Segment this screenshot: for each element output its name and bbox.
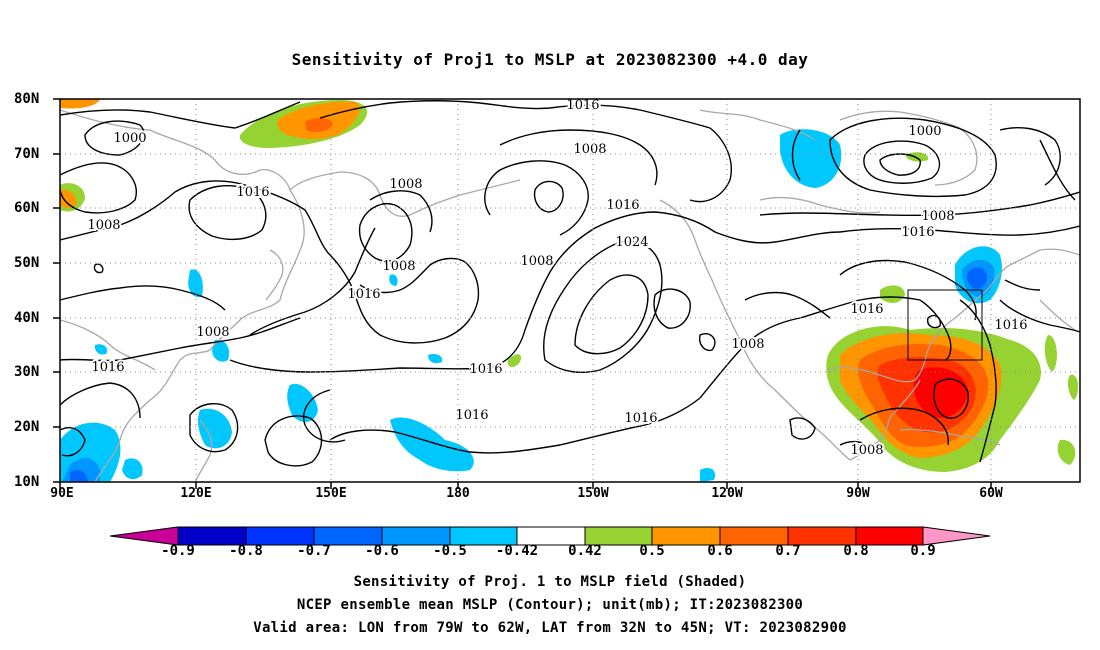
lon-label-150e: 150E — [315, 486, 347, 501]
map-title: Sensitivity of Proj1 to MSLP at 20230823… — [291, 50, 809, 69]
footer-line-2: NCEP ensemble mean MSLP (Contour); unit(… — [296, 597, 804, 613]
lat-label-10n: 10N — [14, 474, 40, 490]
colorbar-label: 0.42 — [568, 543, 602, 559]
contour-label: 1016 — [455, 408, 488, 423]
colorbar-label: -0.42 — [495, 543, 539, 559]
colorbar-label: 0.8 — [843, 543, 869, 559]
contour-label: 1000 — [113, 131, 146, 146]
colorbar-label: -0.5 — [433, 543, 467, 559]
contour-label: 1008 — [921, 209, 954, 224]
lon-label-90e: 90E — [50, 486, 74, 501]
lon-label-180: 180 — [446, 486, 470, 501]
mslp-contours — [60, 100, 1080, 467]
contour-label: 1008 — [731, 337, 764, 352]
lon-label-150w: 150W — [577, 486, 609, 501]
contour-label: 1008 — [520, 254, 553, 269]
lat-label-40n: 40N — [14, 310, 40, 326]
colorbar-label: -0.9 — [161, 543, 195, 559]
contour-label: 1008 — [850, 443, 883, 458]
lon-label-120e: 120E — [180, 486, 212, 501]
contour-label: 1016 — [606, 198, 639, 213]
contour-labels: 1016 1000 1008 1016 1008 1008 1016 1024 … — [85, 96, 1029, 460]
lat-label-20n: 20N — [14, 419, 40, 435]
contour-label: 1024 — [615, 235, 648, 250]
contour-label: 1016 — [91, 360, 124, 375]
contour-label: 1000 — [908, 124, 941, 139]
lat-label-60n: 60N — [14, 200, 40, 216]
contour-label: 1016 — [994, 318, 1027, 333]
lat-label-30n: 30N — [14, 364, 40, 380]
valid-area-box — [907, 289, 983, 361]
colorbar-label: -0.6 — [365, 543, 399, 559]
coastlines — [60, 109, 1080, 482]
contour-label: 1008 — [196, 325, 229, 340]
lat-label-50n: 50N — [14, 255, 40, 271]
contour-label: 1016 — [624, 411, 657, 426]
lat-label-70n: 70N — [14, 146, 40, 162]
contour-label: 1016 — [347, 287, 380, 302]
lat-label-80n: 80N — [14, 91, 40, 107]
colorbar-label: 0.5 — [639, 543, 665, 559]
colorbar-label: -0.7 — [297, 543, 331, 559]
contour-label: 1016 — [901, 225, 934, 240]
lon-label-60w: 60W — [979, 486, 1003, 501]
lon-label-90w: 90W — [846, 486, 870, 501]
colorbar-label: 0.7 — [775, 543, 801, 559]
colorbar-max-triangle — [922, 526, 991, 546]
gridlines — [60, 99, 1080, 482]
lon-label-120w: 120W — [711, 486, 743, 501]
footer-line-1: Sensitivity of Proj. 1 to MSLP field (Sh… — [353, 574, 747, 590]
colorbar-label: 0.6 — [707, 543, 733, 559]
colorbar-label: -0.8 — [229, 543, 263, 559]
contour-label: 1016 — [236, 185, 269, 200]
map-frame — [59, 98, 1081, 483]
contour-label: 1008 — [87, 218, 120, 233]
colorbar-label: 0.9 — [910, 543, 936, 559]
footer-line-3: Valid area: LON from 79W to 62W, LAT fro… — [253, 620, 847, 636]
contour-label: 1016 — [566, 98, 599, 113]
axis-ticks — [53, 98, 992, 489]
contour-label: 1016 — [469, 362, 502, 377]
contour-label: 1008 — [389, 177, 422, 192]
